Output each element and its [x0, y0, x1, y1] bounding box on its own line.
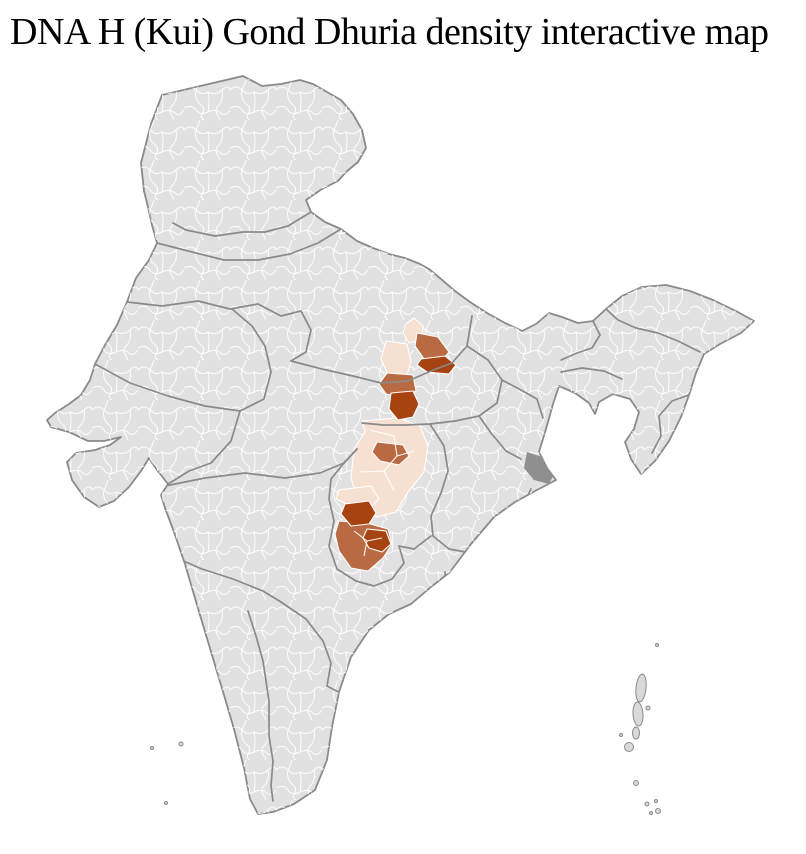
island: [164, 801, 168, 805]
island: [649, 811, 653, 815]
island: [655, 643, 659, 647]
district-polygon[interactable]: [416, 355, 457, 375]
andaman-nicobar-islands[interactable]: [619, 643, 661, 815]
island: [632, 726, 640, 740]
island: [645, 705, 651, 711]
island: [654, 799, 658, 803]
island: [150, 746, 154, 750]
density-districts: [334, 317, 457, 572]
lakshadweep-islands[interactable]: [150, 741, 184, 805]
island: [632, 701, 644, 727]
island: [624, 742, 634, 752]
district-polygon[interactable]: [388, 390, 420, 421]
district-polygon[interactable]: [340, 500, 377, 527]
island: [635, 673, 647, 703]
island: [655, 808, 661, 814]
island: [619, 733, 623, 737]
island: [644, 801, 650, 807]
page-title: DNA H (Kui) Gond Dhuria density interact…: [10, 11, 769, 53]
island: [633, 780, 639, 786]
island: [178, 741, 184, 747]
sundarbans-delta-patch: [524, 452, 555, 484]
district-subdivision-lines: [353, 429, 415, 557]
district-polygon[interactable]: [371, 441, 410, 466]
